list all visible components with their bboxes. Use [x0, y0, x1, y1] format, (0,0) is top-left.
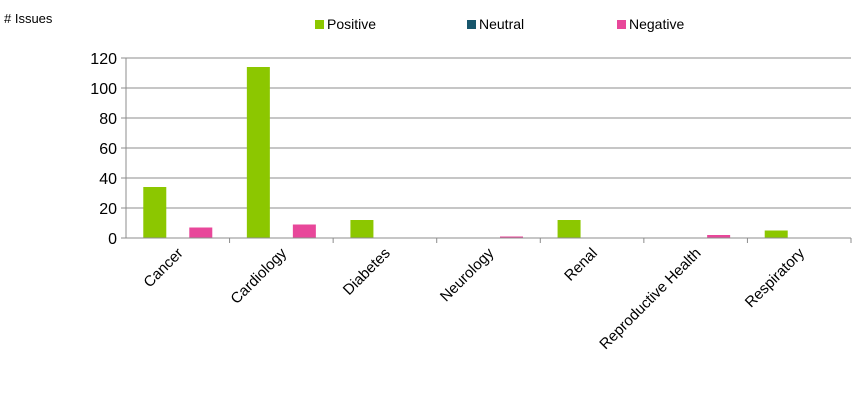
bar-negative-cancer	[189, 227, 213, 238]
y-tick-label: 40	[99, 171, 117, 188]
x-axis-ticks: Cancer Cardiology Diabetes Neurology RenalRe…	[140, 238, 852, 353]
bar-positive-respiratory	[764, 230, 788, 238]
y-tick-label: 60	[99, 141, 117, 158]
legend-swatch-neutral	[467, 20, 476, 29]
legend-label-neutral: Neutral	[479, 16, 524, 32]
legend-swatch-negative	[617, 20, 626, 29]
x-tick-label: Respiratory	[742, 244, 809, 311]
x-tick-label: Cardiology	[227, 244, 290, 307]
bars	[143, 67, 788, 238]
legend-label-positive: Positive	[327, 16, 376, 32]
bar-negative-reproductive-health	[707, 235, 731, 238]
y-axis-ticks: 0 20 40 60 80 100 120	[90, 51, 127, 248]
bar-negative-neurology	[500, 236, 523, 238]
bar-positive-cancer	[143, 187, 167, 238]
gridlines	[126, 57, 851, 209]
legend: Positive Neutral Negative	[315, 16, 684, 32]
y-tick-label: 100	[90, 81, 117, 98]
x-tick-label: Cancer	[140, 245, 186, 291]
y-tick-label: 80	[99, 111, 117, 128]
bar-positive-cardiology	[246, 67, 270, 238]
y-tick-label: 0	[108, 231, 117, 248]
y-tick-label: 20	[99, 201, 117, 218]
bar-negative-cardiology	[292, 224, 316, 238]
legend-swatch-positive	[315, 20, 324, 29]
y-axis-title: # Issues	[4, 11, 53, 26]
x-tick-label: Renal	[561, 245, 601, 285]
bar-positive-diabetes	[350, 220, 374, 238]
legend-label-negative: Negative	[629, 16, 684, 32]
x-tick-label: Reproductive Health	[596, 245, 704, 353]
x-tick-label: Neurology	[437, 244, 498, 305]
bar-positive-renal	[557, 220, 581, 238]
y-tick-label: 120	[90, 51, 117, 68]
x-tick-label: Diabetes	[340, 245, 394, 299]
